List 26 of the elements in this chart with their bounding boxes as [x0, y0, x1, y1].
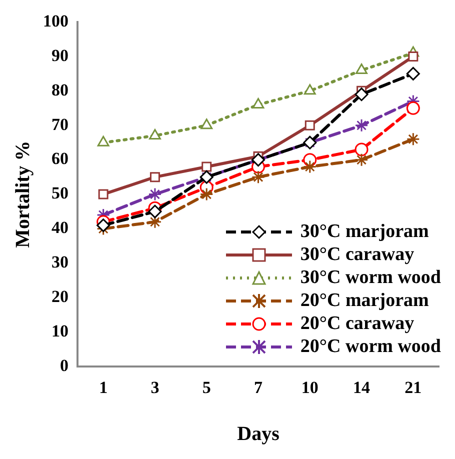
y-tick-label: 0 — [60, 356, 68, 375]
x-tick-label: 1 — [99, 378, 108, 398]
y-tick-label: 90 — [52, 46, 68, 65]
y-tick-label: 20 — [52, 287, 68, 306]
y-tick-label: 30 — [52, 252, 68, 272]
y-tick-label: 60 — [52, 149, 68, 168]
legend-label: 20°C marjoram — [300, 290, 429, 312]
legend-label: 30°C marjoram — [300, 221, 429, 243]
x-tick-label: 7 — [254, 378, 263, 398]
y-tick-label: 40 — [52, 218, 68, 238]
y-tick-label: 100 — [43, 11, 68, 30]
x-tick-label: 14 — [353, 378, 371, 398]
x-tick-label: 5 — [202, 378, 211, 398]
y-tick-label: 10 — [52, 322, 68, 341]
legend-label: 30°C worm wood — [300, 267, 441, 289]
legend-label: 20°C caraway — [300, 313, 414, 335]
x-tick-label: 10 — [301, 378, 318, 398]
y-tick-label: 50 — [52, 184, 68, 203]
legend-label: 20°C worm wood — [300, 336, 441, 358]
y-axis-title: Mortality % — [12, 140, 34, 248]
legend-label: 30°C caraway — [300, 244, 414, 266]
y-tick-label: 70 — [52, 114, 68, 134]
y-tick-label: 80 — [52, 80, 68, 100]
x-axis-title: Days — [237, 423, 280, 446]
x-tick-label: 3 — [150, 378, 160, 398]
x-tick-label: 21 — [404, 378, 422, 398]
